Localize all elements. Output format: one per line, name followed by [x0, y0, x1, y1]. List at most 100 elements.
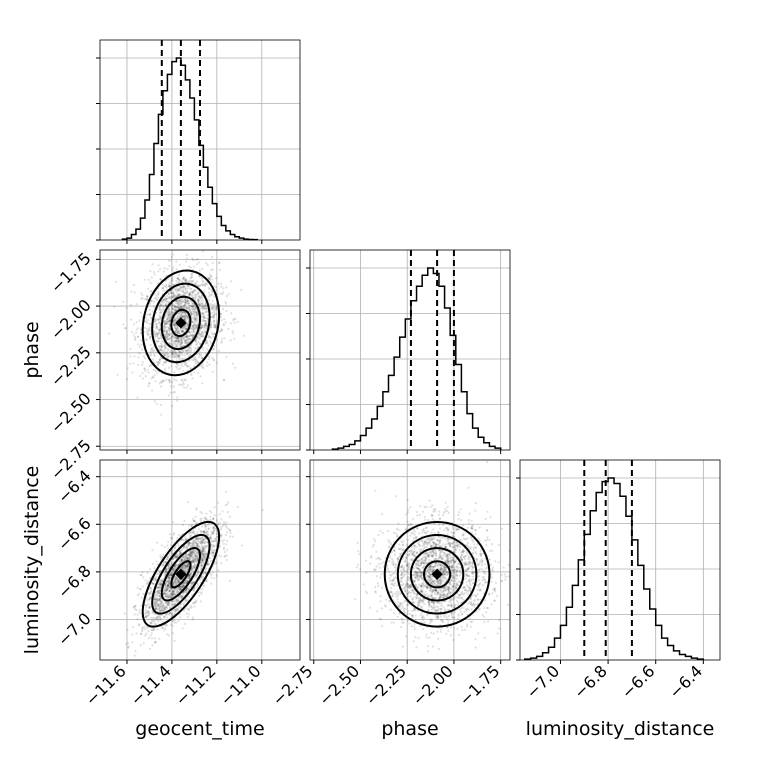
sample-point [198, 295, 201, 298]
sample-point [176, 396, 179, 399]
sample-point [173, 305, 177, 308]
sample-point [172, 600, 176, 603]
sample-point [177, 312, 180, 316]
sample-point [381, 625, 384, 628]
sample-point [444, 501, 447, 504]
sample-point [169, 533, 172, 536]
sample-point [178, 343, 181, 346]
sample-point [176, 305, 179, 308]
sample-point [182, 305, 185, 308]
sample-point [149, 313, 152, 316]
sample-point [205, 262, 208, 265]
sample-point [182, 301, 185, 304]
sample-point [166, 320, 169, 323]
sample-point [175, 345, 178, 348]
sample-point [184, 303, 187, 306]
sample-point [156, 361, 159, 364]
sample-point [145, 330, 148, 333]
sample-point [125, 643, 128, 646]
sample-point [172, 557, 175, 560]
sample-point [193, 318, 197, 321]
sample-point [171, 355, 174, 358]
sample-point [176, 315, 179, 318]
sample-point [173, 304, 176, 307]
sample-point [200, 326, 203, 329]
sample-point [209, 303, 212, 306]
sample-point [201, 330, 204, 333]
sample-point [154, 297, 158, 300]
sample-point [181, 330, 184, 333]
sample-point [183, 519, 186, 523]
sample-point [177, 293, 180, 297]
sample-point [184, 363, 187, 366]
sample-point [190, 524, 193, 527]
sample-point [155, 623, 158, 626]
sample-point [176, 340, 179, 343]
sample-point [208, 363, 211, 366]
sample-point [202, 366, 205, 370]
sample-point [197, 295, 200, 298]
sample-point [168, 308, 171, 311]
sample-point [226, 510, 229, 514]
sample-point [198, 343, 202, 346]
sample-point [200, 323, 203, 326]
sample-point [205, 512, 208, 515]
sample-point [220, 337, 224, 341]
sample-point [212, 348, 215, 351]
sample-point [228, 579, 231, 583]
sample-point [166, 292, 170, 295]
sample-point [160, 334, 163, 337]
sample-point [180, 363, 183, 366]
sample-point [150, 348, 154, 351]
sample-point [190, 290, 193, 293]
sample-point [129, 318, 133, 321]
sample-point [209, 294, 212, 297]
sample-point [162, 609, 165, 612]
sample-point [156, 590, 159, 593]
sample-point [213, 306, 216, 309]
sample-point [125, 378, 128, 381]
sample-point [224, 302, 228, 305]
sample-point [191, 320, 194, 324]
sample-point [174, 335, 178, 339]
sample-point [167, 634, 170, 637]
sample-point [158, 304, 162, 307]
sample-point [217, 282, 220, 285]
sample-point [190, 583, 194, 586]
sample-point [197, 340, 200, 343]
sample-point [165, 329, 168, 332]
sample-point [203, 531, 206, 534]
sample-point [205, 339, 209, 342]
sample-point [202, 289, 205, 292]
sample-point [179, 351, 182, 354]
sample-point [223, 318, 226, 321]
sample-point [155, 298, 159, 302]
sample-point [400, 540, 403, 544]
sample-point [181, 558, 184, 561]
sample-point [178, 354, 182, 357]
sample-point [150, 622, 153, 625]
sample-point [225, 355, 228, 359]
sample-point [230, 312, 233, 315]
sample-point [194, 310, 197, 313]
sample-point [215, 323, 218, 326]
sample-point [242, 334, 246, 337]
sample-point [231, 362, 234, 365]
sample-point [158, 597, 161, 601]
sample-point [201, 366, 204, 369]
sample-point [155, 598, 158, 601]
sample-point [132, 333, 135, 336]
sample-point [183, 555, 186, 558]
sample-point [165, 360, 168, 363]
sample-point [195, 324, 198, 328]
sample-point [136, 618, 139, 621]
sample-point [195, 359, 198, 362]
sample-point [170, 256, 173, 259]
sample-point [187, 318, 190, 321]
sample-point [166, 335, 169, 338]
sample-point [261, 509, 264, 512]
sample-point [178, 331, 181, 334]
sample-point [143, 625, 147, 628]
sample-point [197, 332, 200, 335]
sample-point [181, 353, 184, 356]
